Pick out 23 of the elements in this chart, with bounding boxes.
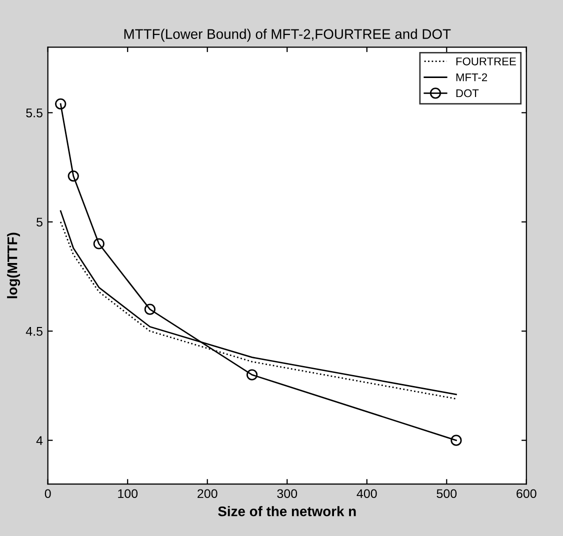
legend-label: MFT-2 bbox=[456, 73, 488, 82]
y-tick-label: 5 bbox=[36, 218, 42, 227]
y-tick-label: 4 bbox=[36, 436, 43, 445]
x-tick-label: 100 bbox=[118, 489, 138, 498]
point bbox=[246, 369, 258, 380]
y-tick-label: 4.5 bbox=[26, 327, 42, 336]
legend-label: FOURTREE bbox=[456, 57, 516, 66]
x-tick-label: 200 bbox=[198, 489, 218, 498]
point bbox=[55, 98, 66, 110]
x-tick-label: 0 bbox=[44, 489, 51, 498]
point bbox=[68, 170, 79, 182]
point bbox=[93, 238, 104, 250]
chart-title: MTTF(Lower Bound) of MFT-2,FOURTREE and DOT bbox=[124, 28, 451, 42]
x-axis-title: Size of the network n bbox=[218, 506, 356, 516]
y-tick-label: 5.5 bbox=[26, 108, 42, 118]
x-tick-label: 300 bbox=[277, 489, 298, 498]
x-tick-label: 400 bbox=[356, 489, 377, 498]
point bbox=[450, 434, 462, 446]
point bbox=[144, 304, 156, 315]
x-tick-label: 600 bbox=[516, 489, 536, 498]
x-tick-label: 500 bbox=[436, 489, 457, 498]
y-axis-title: log(MTTF) bbox=[7, 232, 20, 298]
legend-label: DOT bbox=[456, 89, 479, 98]
